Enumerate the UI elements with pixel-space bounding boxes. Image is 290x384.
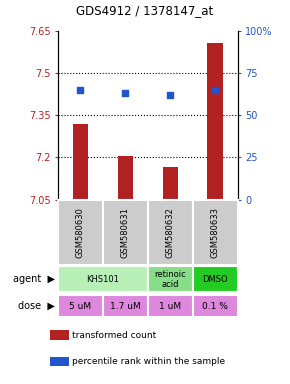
Point: [213, 87, 218, 93]
Text: GSM580631: GSM580631: [121, 207, 130, 258]
Bar: [58, 295, 103, 318]
Bar: [193, 295, 238, 318]
Bar: [58, 266, 148, 292]
Text: 5 uM: 5 uM: [69, 302, 92, 311]
Bar: [58, 200, 103, 265]
Text: 0.1 %: 0.1 %: [202, 302, 228, 311]
Text: 1.7 uM: 1.7 uM: [110, 302, 141, 311]
Text: 1 uM: 1 uM: [159, 302, 182, 311]
Bar: [148, 295, 193, 318]
Bar: [50, 357, 68, 366]
Text: GSM580632: GSM580632: [166, 207, 175, 258]
Point: [123, 90, 128, 96]
Text: percentile rank within the sample: percentile rank within the sample: [72, 357, 225, 366]
Point: [168, 92, 173, 98]
Text: GSM580630: GSM580630: [76, 207, 85, 258]
Point: [78, 87, 83, 93]
Bar: [50, 331, 68, 340]
Bar: [162, 167, 178, 200]
Bar: [193, 266, 238, 292]
Text: transformed count: transformed count: [72, 331, 156, 340]
Bar: [193, 200, 238, 265]
Text: GDS4912 / 1378147_at: GDS4912 / 1378147_at: [76, 4, 214, 17]
Text: agent  ▶: agent ▶: [13, 274, 55, 285]
Text: dose  ▶: dose ▶: [18, 301, 55, 311]
Text: KHS101: KHS101: [86, 275, 119, 284]
Bar: [207, 43, 223, 200]
Text: retinoic
acid: retinoic acid: [155, 270, 186, 289]
Bar: [148, 266, 193, 292]
Text: DMSO: DMSO: [202, 275, 228, 284]
Bar: [117, 156, 133, 200]
Text: GSM580633: GSM580633: [211, 207, 220, 258]
Bar: [103, 200, 148, 265]
Bar: [103, 295, 148, 318]
Bar: [148, 200, 193, 265]
Bar: [72, 124, 88, 200]
